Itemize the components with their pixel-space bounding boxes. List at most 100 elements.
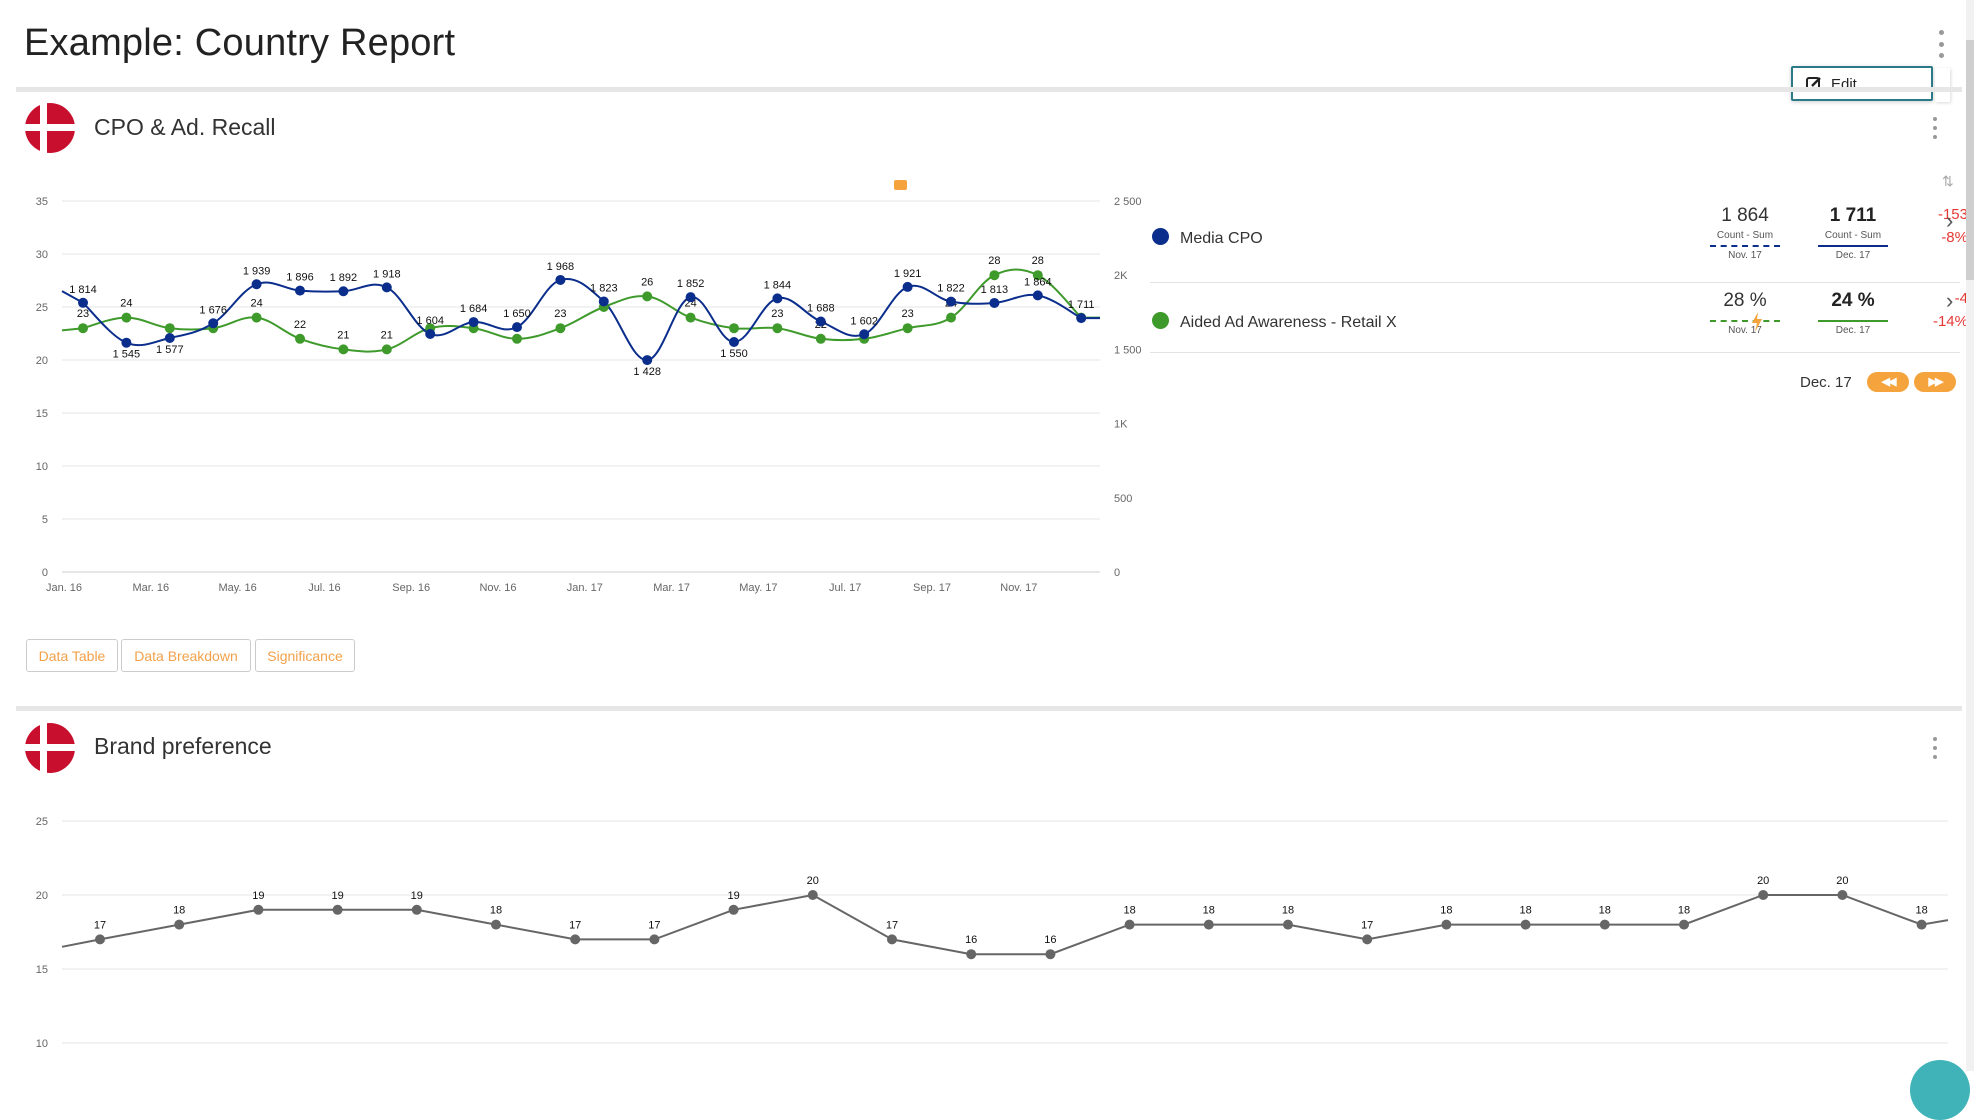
data-point-brand-preference (1679, 919, 1689, 930)
data-label-cpo: 1 814 (69, 284, 97, 296)
data-label-cpo: 1 918 (373, 268, 401, 280)
page-menu-button[interactable] (1935, 30, 1947, 58)
data-point-awareness (685, 312, 696, 323)
sort-icon[interactable]: ⇅ (1942, 173, 1954, 189)
data-label-brand-preference: 18 (1282, 905, 1294, 917)
data-label-cpo: 1 813 (981, 284, 1009, 296)
data-point-brand-preference (1045, 949, 1056, 960)
data-label-cpo: 1 577 (156, 344, 184, 356)
data-point-brand-preference (649, 934, 660, 945)
denmark-flag-icon (24, 722, 76, 774)
legend-row-media-cpo[interactable]: Media CPO 1 864 Count - Sum Nov. 17 1 71… (1150, 200, 1968, 283)
series-color-dot (1152, 228, 1169, 245)
data-point-brand-preference (411, 904, 422, 915)
data-point-awareness (902, 323, 913, 334)
current-date: Dec. 17 (1835, 250, 1871, 261)
data-label-brand-preference: 19 (411, 890, 423, 902)
series-color-dot (1152, 312, 1169, 329)
data-point-awareness (164, 323, 175, 334)
data-point-brand-preference (1283, 919, 1293, 930)
x-tick-label: Mar. 17 (653, 582, 690, 594)
data-point-cpo (512, 322, 522, 333)
scrollbar[interactable] (1966, 0, 1974, 1071)
x-tick-label: Nov. 17 (1000, 582, 1037, 594)
data-point-brand-preference (1441, 919, 1452, 930)
x-tick-label: Jul. 16 (308, 582, 340, 594)
current-value: 1 711 (1829, 205, 1877, 226)
y-tick-label-left: 5 (42, 514, 48, 526)
skip-forward-button[interactable]: ▶▶ (1914, 372, 1956, 392)
data-label-brand-preference: 16 (965, 934, 977, 946)
data-point-cpo (121, 337, 132, 348)
data-breakdown-button[interactable]: Data Breakdown (121, 639, 251, 672)
y-tick-label: 25 (36, 816, 48, 828)
data-point-cpo (208, 318, 219, 329)
data-point-brand-preference (966, 949, 977, 960)
legend-series-name: Media CPO (1180, 230, 1263, 247)
x-tick-label: Sep. 17 (913, 582, 951, 594)
data-point-cpo (946, 296, 956, 307)
y-tick-label-right: 1 500 (1114, 344, 1142, 356)
data-label-brand-preference: 17 (648, 919, 660, 931)
data-point-brand-preference (1124, 919, 1135, 930)
skip-back-icon: ◀◀ (1881, 376, 1897, 388)
significance-button[interactable]: Significance (255, 639, 355, 672)
legend-row-aided-awareness[interactable]: Aided Ad Awareness - Retail X 28 % Nov. … (1150, 282, 1968, 353)
menu-panel-edge (1935, 68, 1950, 102)
section-menu-button[interactable] (1929, 117, 1941, 139)
section-menu-button[interactable] (1929, 737, 1941, 759)
delta-percent: -8% (1941, 229, 1968, 246)
data-label-cpo: 1 602 (850, 315, 878, 327)
data-point-awareness (815, 333, 826, 344)
data-label-cpo: 1 822 (937, 283, 965, 295)
data-label-awareness: 21 (337, 329, 349, 341)
current-value-sub: Count - Sum (1824, 230, 1882, 241)
data-label-brand-preference: 18 (173, 905, 185, 917)
y-tick-label-right: 0 (1114, 567, 1120, 579)
data-label-cpo: 1 711 (1068, 299, 1095, 311)
data-label-brand-preference: 18 (1203, 905, 1215, 917)
x-tick-label: Jan. 17 (567, 582, 603, 594)
data-point-cpo (295, 285, 305, 296)
data-label-cpo: 1 844 (764, 279, 792, 291)
scrollbar-thumb[interactable] (1966, 40, 1974, 280)
data-label-brand-preference: 19 (252, 890, 264, 902)
data-point-cpo (555, 274, 566, 285)
chevron-right-icon[interactable]: › (1946, 288, 1954, 313)
series-line-brand-preference (61, 893, 1949, 956)
comment-icon[interactable] (894, 180, 907, 190)
previous-value: 28 % (1723, 290, 1767, 311)
data-point-cpo (815, 316, 826, 327)
data-label-cpo: 1 428 (633, 366, 661, 378)
data-point-cpo (772, 293, 783, 304)
section-title-cpo: CPO & Ad. Recall (94, 114, 276, 140)
data-point-awareness (381, 344, 392, 355)
delta-absolute: -153 (1937, 206, 1968, 223)
cpo-recall-chart: 0 5 10 15 20 25 30 35 0 500 1K 1 500 2K 2 500 Jan. 16 M… (36, 196, 1142, 594)
previous-date: Nov. 17 (1728, 250, 1762, 261)
data-point-cpo (338, 286, 349, 297)
data-label-brand-preference: 18 (1123, 905, 1135, 917)
data-point-brand-preference (1758, 890, 1769, 900)
data-point-brand-preference (253, 904, 264, 915)
data-label-brand-preference: 20 (1836, 875, 1848, 887)
floating-action-button[interactable] (1910, 1060, 1970, 1120)
data-label-cpo: 1 892 (330, 272, 358, 284)
y-tick-label-right: 2K (1114, 270, 1128, 282)
data-label-awareness: 23 (901, 308, 913, 320)
data-table-button[interactable]: Data Table (26, 639, 118, 672)
data-label-brand-preference: 19 (727, 890, 739, 902)
data-label-cpo: 1 939 (243, 265, 271, 277)
x-tick-label: Jul. 17 (829, 582, 861, 594)
chevron-right-icon[interactable]: › (1946, 208, 1954, 233)
skip-back-button[interactable]: ◀◀ (1867, 372, 1909, 392)
y-tick-label-left: 35 (36, 196, 48, 208)
previous-value-sub: Count - Sum (1716, 230, 1774, 241)
data-label-awareness: 28 (988, 255, 1000, 267)
data-point-cpo (1032, 290, 1043, 301)
data-point-awareness (295, 333, 305, 344)
delta-absolute: -4 (1954, 290, 1968, 307)
data-point-cpo (164, 332, 175, 343)
x-tick-label: May. 16 (218, 582, 256, 594)
x-tick-label: Sep. 16 (392, 582, 430, 594)
